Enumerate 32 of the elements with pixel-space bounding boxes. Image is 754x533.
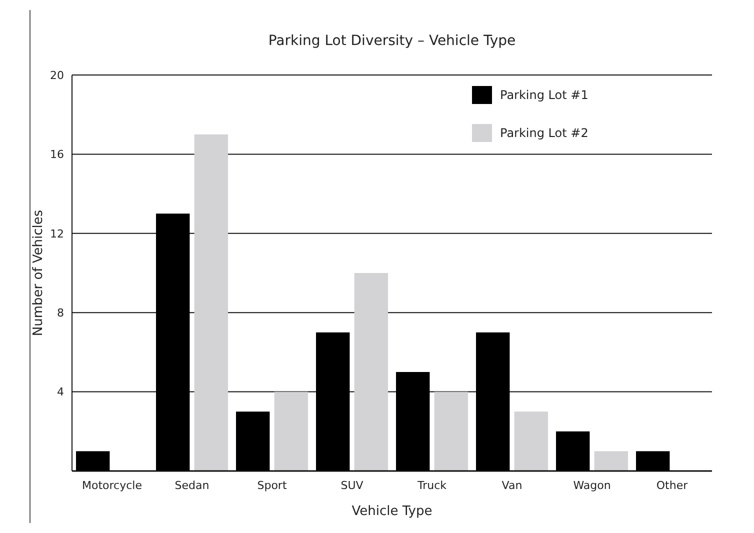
y-axis-title: Number of Vehicles: [31, 210, 46, 336]
bar: [396, 372, 430, 471]
bar: [236, 412, 270, 471]
bar: [274, 392, 308, 471]
y-tick-label: 20: [50, 68, 64, 82]
bar: [556, 431, 590, 471]
bar: [316, 332, 350, 471]
bar: [194, 134, 228, 471]
bar: [76, 451, 110, 471]
bar: [594, 451, 628, 471]
x-tick-label: Truck: [416, 479, 448, 492]
bar: [476, 332, 510, 471]
legend-label: Parking Lot #2: [500, 126, 588, 140]
bar: [156, 214, 190, 471]
x-axis-title: Vehicle Type: [352, 504, 432, 519]
bar: [354, 273, 388, 471]
x-tick-label: Sport: [257, 479, 288, 492]
y-tick-label: 8: [57, 306, 64, 320]
chart-title: Parking Lot Diversity – Vehicle Type: [268, 33, 516, 49]
bar: [434, 392, 468, 471]
x-tick-label: Wagon: [573, 479, 611, 492]
x-tick-label: Other: [656, 479, 688, 492]
y-tick-label: 4: [57, 386, 64, 399]
legend-label: Parking Lot #1: [500, 88, 588, 102]
x-tick-label: Sedan: [174, 479, 210, 492]
y-tick-label: 16: [50, 148, 64, 162]
x-tick-label: Van: [502, 479, 522, 492]
bar: [636, 451, 670, 471]
x-tick-label: SUV: [340, 479, 364, 492]
x-tick-label: Motorcycle: [82, 479, 142, 492]
bar: [514, 412, 548, 471]
y-tick-label: 12: [50, 227, 64, 240]
